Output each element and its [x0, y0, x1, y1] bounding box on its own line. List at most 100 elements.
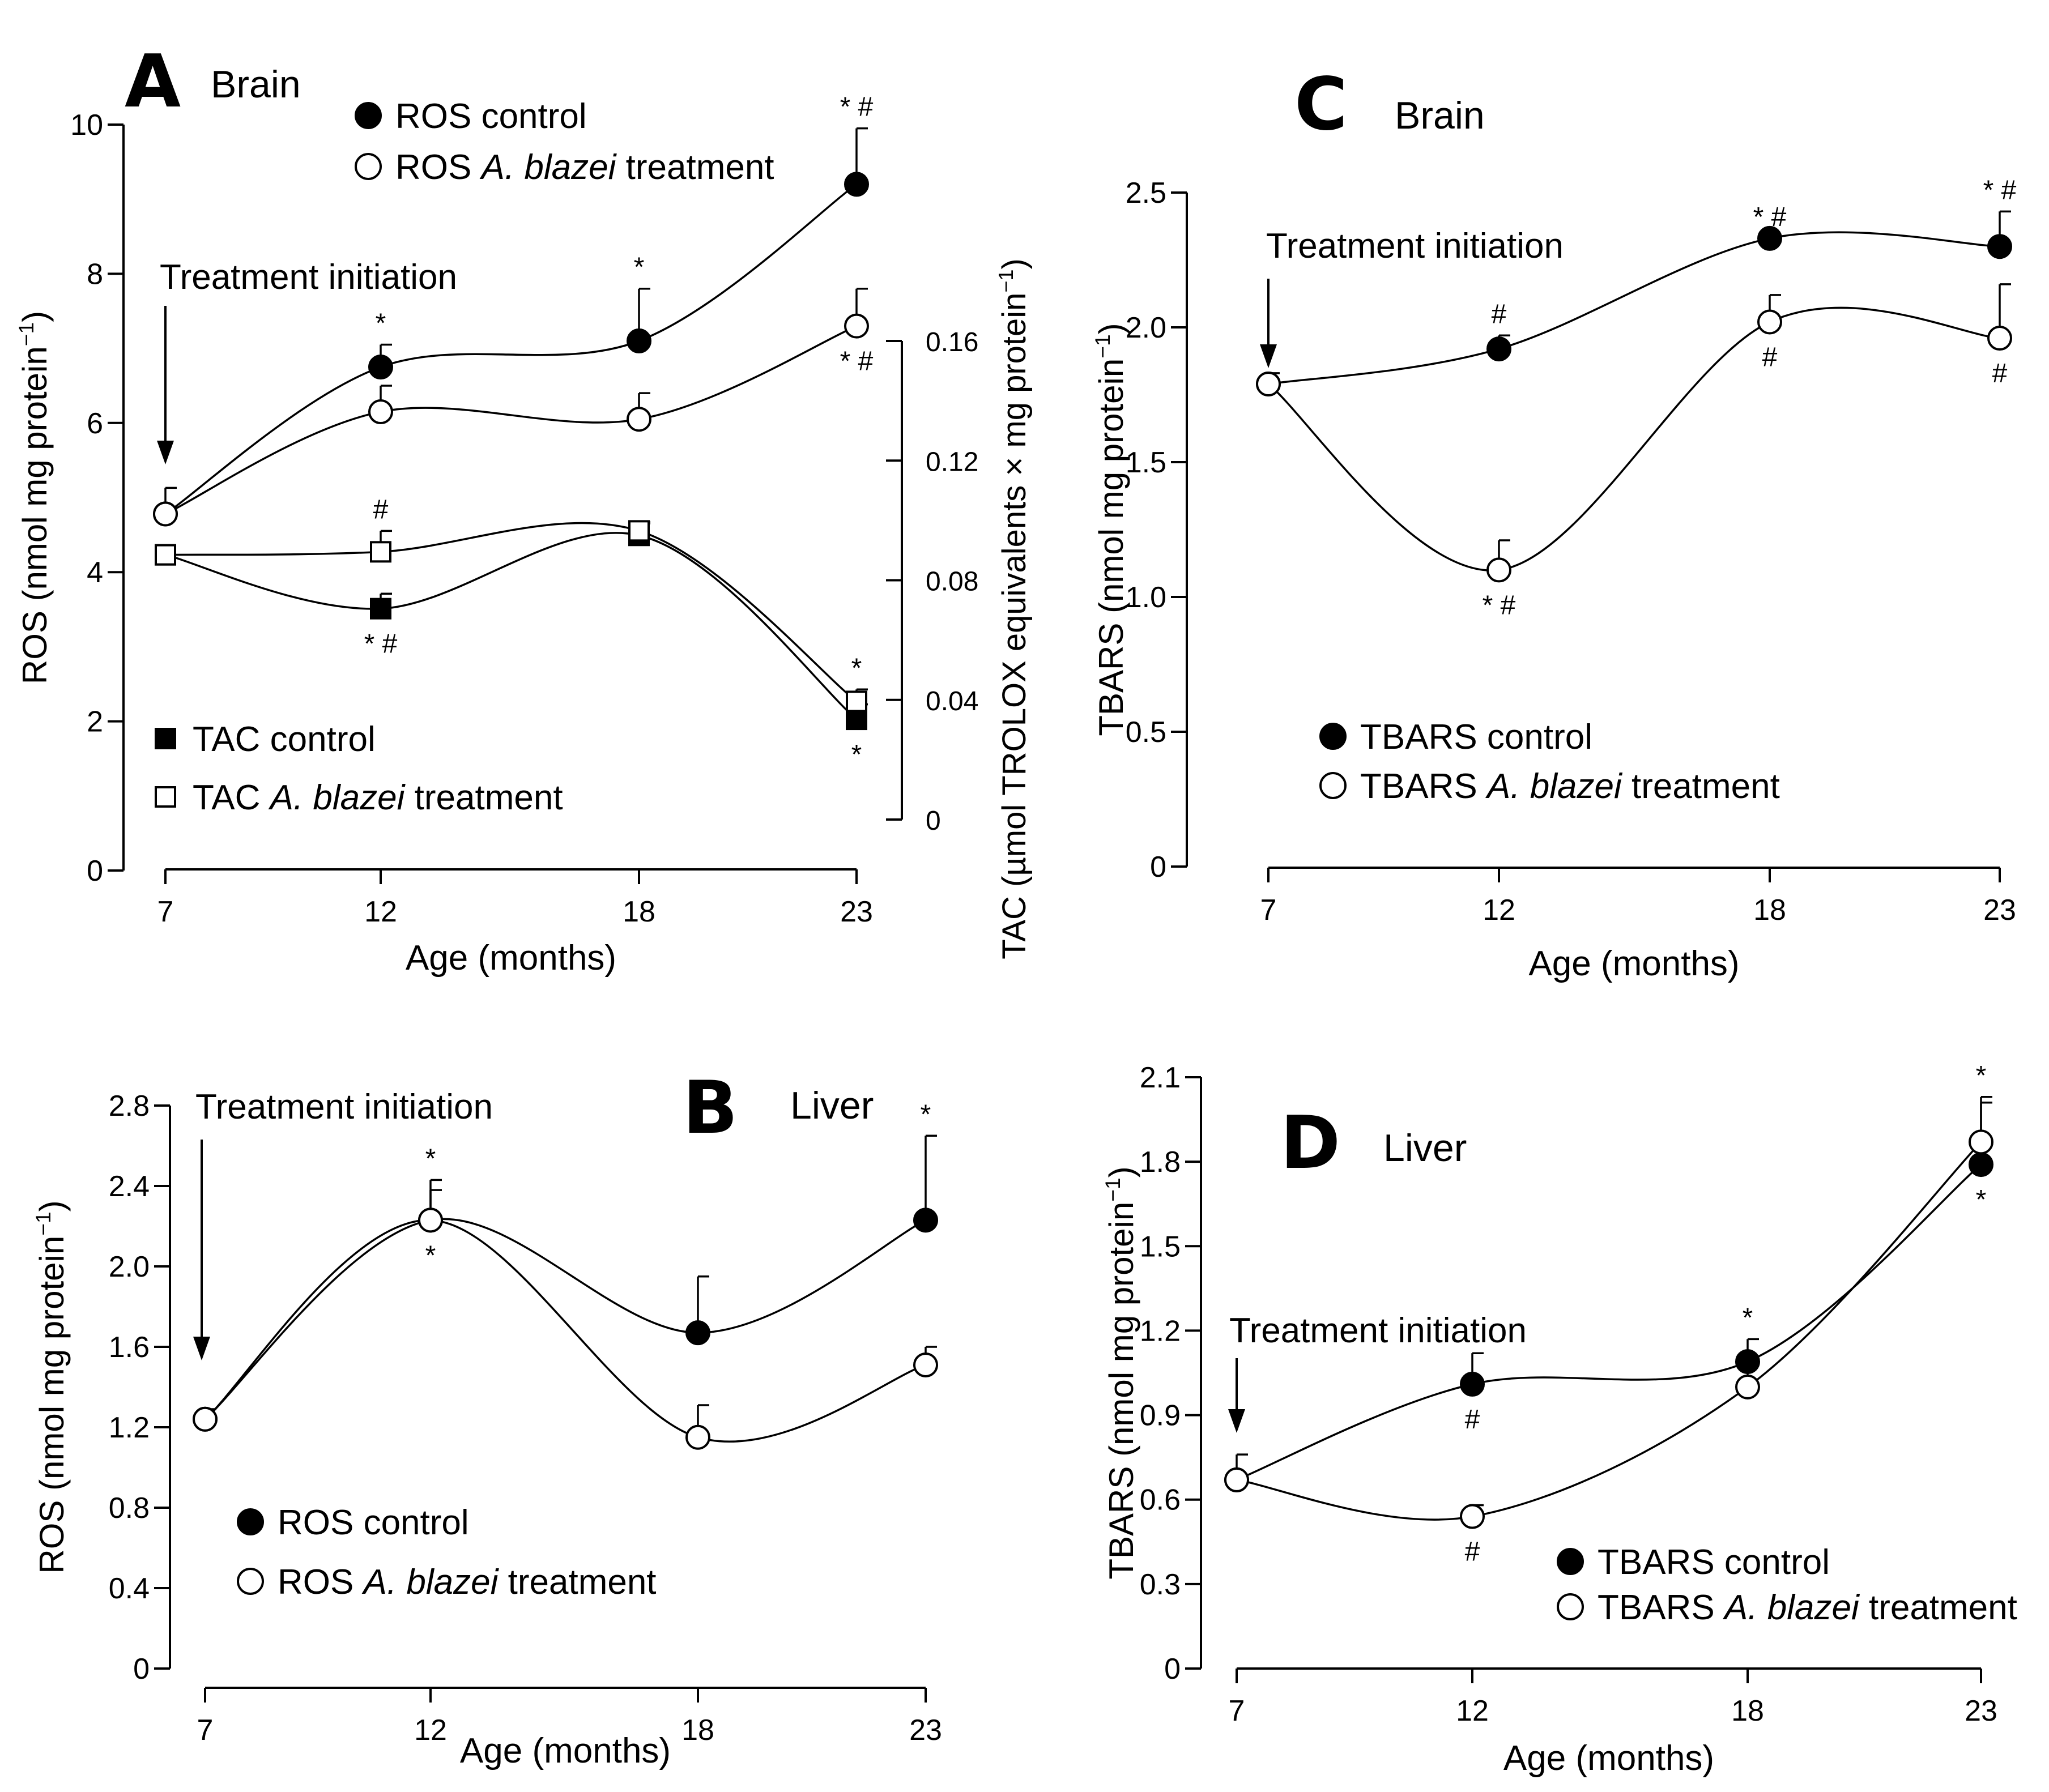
data-point-A-3 — [155, 544, 176, 566]
significance-label-A-0: * # — [840, 92, 874, 122]
y2-tick-label-A: 0.12 — [926, 447, 978, 477]
data-point-D-0 — [1969, 1152, 1993, 1177]
data-point-B-1 — [193, 1406, 218, 1432]
y-tick-label-A: 10 — [70, 109, 103, 142]
data-point-A-0 — [627, 328, 651, 353]
significance-label-D-0: * — [1743, 1303, 1753, 1333]
x-tick-label-A: 18 — [623, 895, 655, 928]
series-line-B-0 — [204, 1218, 926, 1420]
y2-tick-label-A: 0.08 — [926, 567, 978, 597]
data-point-C-0 — [1486, 336, 1511, 362]
legend-marker-B-1 — [237, 1568, 264, 1595]
x-tick-label-A: 23 — [840, 895, 873, 928]
significance-label-C-0: * # — [1983, 175, 2017, 205]
significance-label-A-1: * # — [840, 347, 874, 377]
series-line-D-1 — [1236, 1141, 1982, 1521]
significance-label-C-1: # — [1762, 342, 1778, 372]
significance-label-A-0: * — [634, 253, 645, 283]
x-tick-label-B: 7 — [197, 1714, 214, 1747]
panel-title-B: Liver — [790, 1084, 874, 1127]
data-point-A-1 — [368, 399, 393, 425]
treatment-arrowhead-D — [1228, 1409, 1245, 1433]
x-tick-label-C: 7 — [1260, 894, 1277, 927]
data-point-A-0 — [844, 172, 869, 197]
legend-label-A-3: TAC A. blazei treatment — [193, 778, 563, 817]
data-point-D-1 — [1224, 1467, 1249, 1492]
treatment-arrowhead-A — [157, 441, 174, 464]
y-tick-label-C: 2.5 — [1126, 177, 1166, 210]
significance-label-B-0: * — [921, 1099, 931, 1129]
legend-marker-D-0 — [1557, 1548, 1584, 1575]
legend-label-C-0: TBARS control — [1360, 718, 1592, 757]
data-point-A-1 — [844, 313, 869, 339]
data-point-C-1 — [1757, 309, 1782, 335]
y2-tick-label-A: 0 — [926, 806, 941, 836]
y-tick-label-D: 0.3 — [1140, 1568, 1181, 1601]
y-axis-title-D: TBARS (nmol mg protein−1) — [1101, 1166, 1140, 1579]
significance-label-B-0: * — [425, 1144, 436, 1174]
x-tick-label-B: 12 — [414, 1714, 447, 1747]
y-tick-label-B: 0 — [133, 1653, 150, 1686]
legend-marker-A-3 — [155, 786, 176, 808]
data-point-A-0 — [368, 355, 393, 380]
significance-label-D-1: # — [1465, 1537, 1480, 1567]
series-line-A-1 — [165, 325, 857, 515]
data-point-B-1 — [913, 1352, 938, 1377]
y-tick-label-B: 1.6 — [109, 1331, 150, 1364]
significance-label-A-2: * # — [364, 629, 398, 659]
series-line-A-0 — [165, 183, 858, 515]
y-tick-label-A: 4 — [87, 556, 103, 589]
y-tick-label-C: 1.0 — [1126, 581, 1166, 614]
data-point-B-0 — [913, 1208, 938, 1233]
data-point-A-1 — [153, 501, 178, 527]
legend-marker-A-1 — [355, 153, 382, 180]
treatment-initiation-label-D: Treatment initiation — [1229, 1311, 1527, 1350]
y-tick-label-D: 1.8 — [1140, 1146, 1181, 1179]
y2-axis-title-A: TAC (µmol TROLOX equivalents × mg protei… — [994, 258, 1033, 959]
series-line-D-0 — [1236, 1163, 1982, 1481]
data-point-A-3 — [370, 541, 391, 563]
data-point-B-0 — [685, 1320, 710, 1346]
y-tick-label-B: 2.8 — [109, 1090, 150, 1123]
y-tick-label-A: 2 — [87, 706, 103, 739]
y-axis-title-C: TBARS (nmol mg protein−1) — [1090, 323, 1130, 736]
legend-label-A-1: ROS A. blazei treatment — [395, 148, 774, 187]
treatment-arrowhead-C — [1260, 344, 1277, 368]
x-axis-title-C: Age (months) — [1528, 944, 1739, 983]
panel-label-D: D — [1280, 1101, 1340, 1185]
y-tick-label-B: 0.4 — [109, 1572, 150, 1605]
significance-label-D-0: * — [1976, 1185, 1987, 1215]
legend-label-C-1: TBARS A. blazei treatment — [1360, 767, 1780, 806]
y-tick-label-D: 0.9 — [1140, 1400, 1181, 1432]
x-tick-label-D: 18 — [1731, 1695, 1764, 1727]
data-point-C-1 — [1987, 326, 2012, 351]
x-tick-label-D: 23 — [1965, 1695, 1997, 1727]
y-tick-label-A: 0 — [87, 855, 103, 888]
data-point-A-2 — [370, 598, 391, 620]
y-tick-label-D: 0 — [1164, 1653, 1181, 1686]
data-point-C-1 — [1486, 557, 1511, 583]
treatment-initiation-label-B: Treatment initiation — [195, 1087, 493, 1127]
legend-label-D-0: TBARS control — [1598, 1543, 1830, 1582]
y-tick-label-B: 0.8 — [109, 1492, 150, 1525]
panel-D: D Liver 0 0.3 0.6 0.9 1.2 1.5 1.8 2.1 TBARS (nmol … — [1101, 1061, 2017, 1778]
significance-label-A-3: * — [851, 653, 862, 683]
treatment-arrowhead-B — [193, 1337, 210, 1360]
significance-label-B-1: * — [425, 1240, 436, 1270]
y-axis-title-B: ROS (nmol mg protein−1) — [31, 1200, 71, 1573]
data-point-D-0 — [1460, 1371, 1485, 1397]
x-axis-title-A: Age (months) — [406, 938, 616, 978]
y-tick-label-D: 0.6 — [1140, 1484, 1181, 1517]
significance-label-C-1: * # — [1483, 590, 1516, 620]
panel-C: C Brain 0 0.5 1.0 1.5 2.0 2.5 TBARS (nmol mg pro… — [1090, 62, 2016, 983]
x-tick-label-B: 23 — [909, 1714, 942, 1747]
series-line-C-1 — [1267, 306, 2000, 571]
legend-label-D-1: TBARS A. blazei treatment — [1598, 1588, 2017, 1627]
significance-label-C-0: # — [1492, 299, 1507, 329]
data-point-D-0 — [1735, 1349, 1760, 1375]
data-point-A-3 — [628, 520, 650, 542]
y-tick-label-C: 0.5 — [1126, 716, 1166, 749]
legend-marker-C-0 — [1319, 723, 1347, 750]
x-tick-label-D: 12 — [1456, 1695, 1489, 1727]
series-line-A-3 — [165, 522, 858, 702]
